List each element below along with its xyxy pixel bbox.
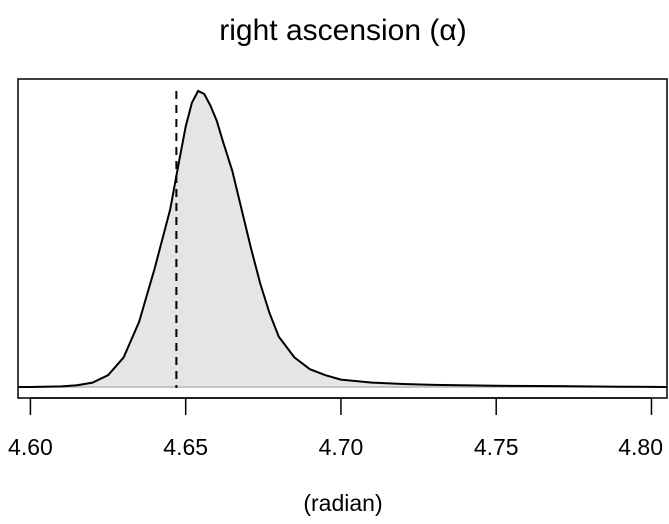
x-tick-label: 4.65 [163,434,208,460]
density-area [18,91,667,387]
x-tick-label: 4.60 [8,434,53,460]
density-curve [18,89,668,388]
x-tick-label: 4.75 [474,434,519,460]
chart-title: right ascension (α) [219,14,466,47]
x-tick-label: 4.70 [319,434,364,460]
plot-frame [17,78,668,399]
x-tick-label: 4.80 [618,434,663,460]
x-axis-label: (radian) [303,490,382,516]
x-ticks: 4.60 4.65 4.70 4.75 4.80 [8,398,663,460]
